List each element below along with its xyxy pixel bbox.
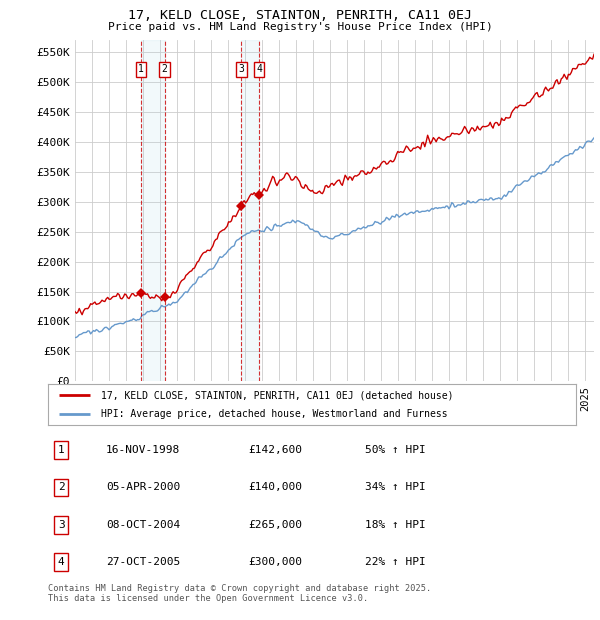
Text: 2: 2 <box>58 482 65 492</box>
Text: 18% ↑ HPI: 18% ↑ HPI <box>365 520 425 529</box>
Text: 1: 1 <box>138 64 144 74</box>
Text: 17, KELD CLOSE, STAINTON, PENRITH, CA11 0EJ: 17, KELD CLOSE, STAINTON, PENRITH, CA11 … <box>128 9 472 22</box>
Text: 1: 1 <box>58 445 65 455</box>
Text: 50% ↑ HPI: 50% ↑ HPI <box>365 445 425 455</box>
Text: £300,000: £300,000 <box>248 557 302 567</box>
Bar <box>241 40 259 381</box>
Text: 08-OCT-2004: 08-OCT-2004 <box>106 520 181 529</box>
Text: 3: 3 <box>58 520 65 529</box>
Text: 3: 3 <box>238 64 244 74</box>
Text: 16-NOV-1998: 16-NOV-1998 <box>106 445 181 455</box>
Text: £140,000: £140,000 <box>248 482 302 492</box>
Bar <box>141 40 164 381</box>
Text: 27-OCT-2005: 27-OCT-2005 <box>106 557 181 567</box>
Text: 22% ↑ HPI: 22% ↑ HPI <box>365 557 425 567</box>
Text: 4: 4 <box>58 557 65 567</box>
Text: £265,000: £265,000 <box>248 520 302 529</box>
Text: 34% ↑ HPI: 34% ↑ HPI <box>365 482 425 492</box>
Text: Price paid vs. HM Land Registry's House Price Index (HPI): Price paid vs. HM Land Registry's House … <box>107 22 493 32</box>
Text: Contains HM Land Registry data © Crown copyright and database right 2025.
This d: Contains HM Land Registry data © Crown c… <box>48 584 431 603</box>
Text: £142,600: £142,600 <box>248 445 302 455</box>
Text: 05-APR-2000: 05-APR-2000 <box>106 482 181 492</box>
Text: 17, KELD CLOSE, STAINTON, PENRITH, CA11 0EJ (detached house): 17, KELD CLOSE, STAINTON, PENRITH, CA11 … <box>101 390 454 401</box>
Text: HPI: Average price, detached house, Westmorland and Furness: HPI: Average price, detached house, West… <box>101 409 448 419</box>
Text: 2: 2 <box>162 64 167 74</box>
Text: 4: 4 <box>256 64 262 74</box>
